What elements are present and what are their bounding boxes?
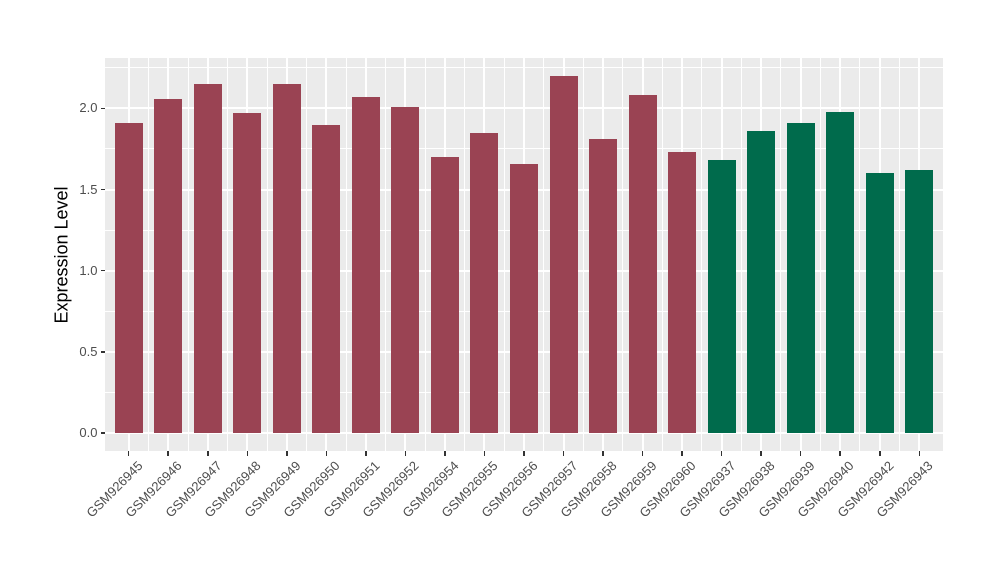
y-tick-mark — [100, 269, 105, 272]
v-gridline-minor — [187, 58, 189, 451]
x-tick-mark — [879, 451, 881, 456]
x-tick-mark — [365, 451, 367, 456]
bar-GSM926940 — [826, 111, 855, 434]
y-tick-mark — [100, 351, 105, 353]
bar-GSM926939 — [786, 122, 815, 434]
bar-GSM926951 — [351, 96, 380, 434]
x-tick-mark — [681, 451, 683, 456]
y-tick-mark — [100, 188, 105, 191]
bar-GSM926947 — [193, 83, 222, 434]
bar-GSM926954 — [430, 157, 459, 434]
v-gridline-minor — [661, 58, 663, 451]
v-gridline-minor — [464, 58, 466, 451]
v-gridline-minor — [385, 58, 387, 451]
bar-GSM926950 — [312, 124, 341, 434]
x-tick-mark — [918, 451, 921, 456]
v-gridline-minor — [899, 58, 901, 451]
x-tick-mark — [799, 451, 802, 456]
bar-GSM926960 — [668, 152, 697, 434]
v-gridline-minor — [582, 58, 584, 451]
bar-GSM926955 — [470, 132, 499, 434]
x-tick-mark — [444, 451, 446, 456]
v-gridline-minor — [859, 58, 861, 451]
bar-GSM926938 — [747, 131, 776, 434]
x-tick-mark — [720, 451, 723, 456]
x-tick-mark — [286, 451, 288, 456]
bar-GSM926943 — [905, 170, 934, 434]
v-gridline-minor — [701, 58, 703, 451]
bar-GSM926942 — [865, 173, 894, 434]
bar-GSM926949 — [272, 83, 301, 434]
x-tick-mark — [760, 451, 762, 456]
x-tick-mark — [167, 451, 169, 456]
bar-GSM926937 — [707, 160, 736, 434]
bar-GSM926956 — [510, 163, 538, 434]
v-gridline-minor — [227, 58, 229, 451]
y-axis-title: Expression Level — [51, 185, 72, 324]
bar-GSM926958 — [589, 139, 618, 434]
bar-GSM926952 — [391, 106, 420, 434]
x-tick-mark — [523, 451, 525, 456]
v-gridline-minor — [543, 58, 545, 451]
v-gridline-minor — [266, 58, 268, 451]
y-tick-label: 1.5 — [79, 181, 98, 197]
v-gridline-minor — [780, 58, 782, 451]
v-gridline-minor — [147, 58, 149, 451]
v-gridline-minor — [819, 58, 821, 451]
v-gridline-minor — [424, 58, 426, 451]
v-gridline-minor — [306, 58, 308, 451]
bar-GSM926959 — [628, 95, 657, 434]
x-tick-mark — [325, 451, 328, 456]
y-tick-mark — [100, 432, 105, 434]
bar-GSM926946 — [154, 98, 183, 434]
x-tick-mark — [602, 451, 604, 456]
v-gridline-minor — [740, 58, 742, 451]
bar-GSM926957 — [549, 75, 578, 434]
y-tick-mark — [100, 107, 105, 110]
x-tick-mark — [404, 451, 407, 456]
x-tick-mark — [839, 451, 841, 456]
v-gridline-minor — [503, 58, 505, 451]
y-tick-label: 2.0 — [79, 100, 98, 116]
y-tick-label: 0.5 — [79, 343, 98, 359]
x-tick-mark — [483, 451, 486, 456]
bar-GSM926948 — [233, 113, 262, 434]
v-gridline-minor — [622, 58, 624, 451]
v-gridline-minor — [345, 58, 347, 451]
bar-GSM926945 — [114, 122, 143, 434]
x-tick-mark — [127, 451, 130, 456]
y-tick-label: 0.0 — [79, 425, 98, 441]
y-tick-label: 1.0 — [79, 262, 98, 278]
x-tick-mark — [641, 451, 644, 456]
x-tick-mark — [207, 451, 209, 456]
x-tick-mark — [562, 451, 565, 456]
x-tick-mark — [246, 451, 249, 456]
